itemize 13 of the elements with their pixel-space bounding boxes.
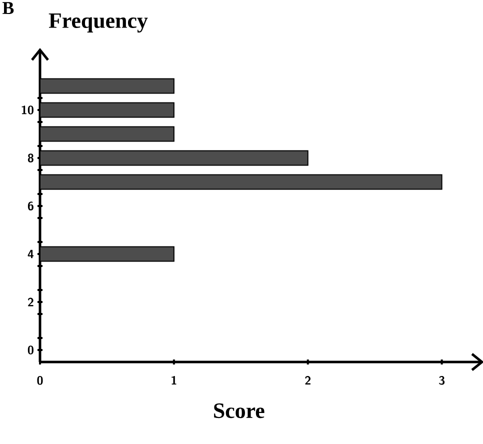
x-axis-title: Score [214,403,264,418]
y-tick-label: 4 [28,250,34,258]
y-tick-label: 6 [28,202,34,210]
y-axis-title: Frequency [48,13,148,33]
x-tick-label: 0 [37,376,43,385]
text: B [2,2,14,14]
x-tick-label: 3 [439,376,445,385]
y-tick-label: 8 [28,154,34,162]
x-tick-label: 1 [172,376,176,385]
x-tick-label: 2 [305,376,310,385]
y-tick-label: 2 [28,298,34,306]
y-tick-label: 10 [22,106,34,114]
y-tick-label: 0 [28,346,34,354]
